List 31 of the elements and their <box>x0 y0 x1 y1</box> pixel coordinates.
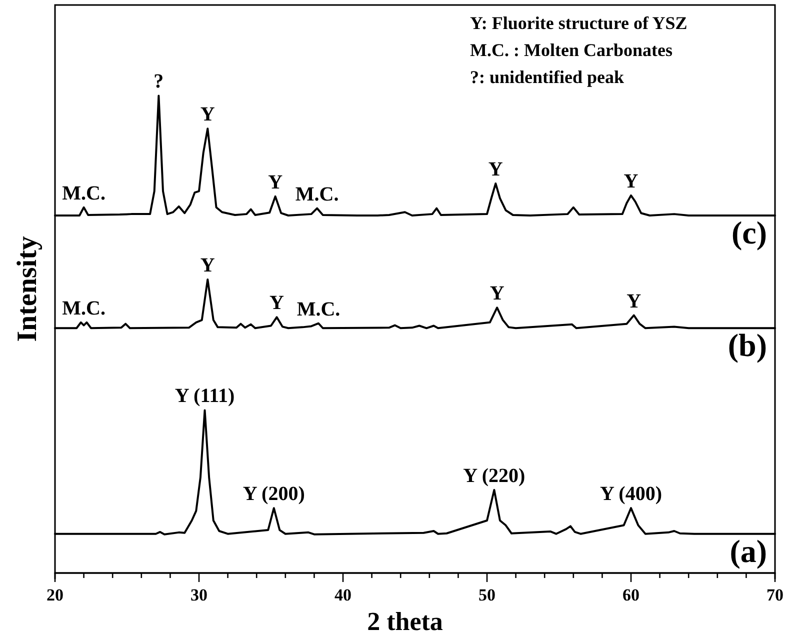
annotation: Y <box>490 282 505 305</box>
annotation: Y <box>624 170 639 192</box>
annotation: Y (111) <box>174 385 235 408</box>
annotation: M.C. <box>295 183 339 206</box>
x-tick-label: 70 <box>766 586 784 605</box>
annotation: Y <box>270 292 285 314</box>
x-tick-label: 20 <box>46 586 64 605</box>
annotation: Y <box>268 171 284 194</box>
text: ?: unidentified peak <box>470 67 624 87</box>
annotation: Y <box>200 254 216 276</box>
x-axis-title: 2 theta <box>367 607 443 636</box>
y-axis-title: Intensity <box>12 236 43 342</box>
text: M.C. : Molten Carbonates <box>470 40 672 60</box>
annotation: Y (400) <box>600 483 662 506</box>
series-label: (a) <box>730 532 767 569</box>
text: Y: Fluorite structure of YSZ <box>470 13 688 33</box>
annotation: ? <box>154 70 164 93</box>
annotation: Y (200) <box>242 483 305 506</box>
annotation: M.C. <box>62 297 106 320</box>
annotation: M.C. <box>62 182 106 204</box>
x-tick-label: 40 <box>334 586 352 605</box>
annotation: Y (220) <box>463 464 526 487</box>
x-tick-label: 30 <box>190 586 208 605</box>
annotation: M.C. <box>296 298 340 320</box>
series-label: (b) <box>728 327 767 364</box>
series-label: (c) <box>731 214 767 250</box>
x-tick-label: 50 <box>478 586 496 605</box>
annotation: Y <box>200 104 216 126</box>
annotation: Y <box>626 290 642 312</box>
x-tick-label: 60 <box>622 586 640 605</box>
annotation: Y <box>488 158 504 181</box>
